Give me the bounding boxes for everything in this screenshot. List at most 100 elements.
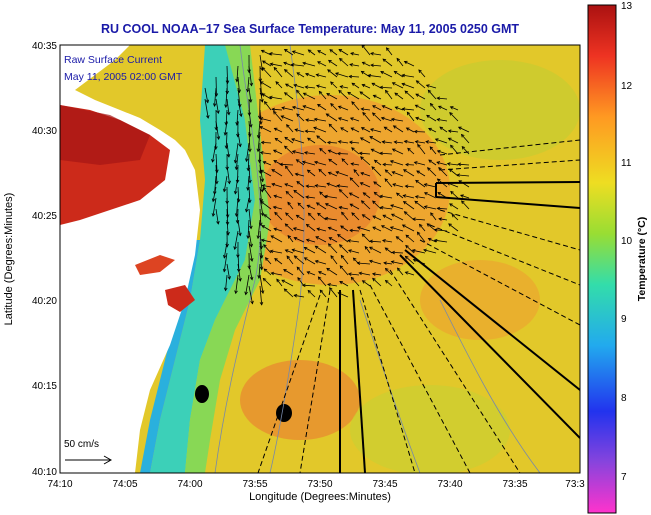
current-arrow (259, 285, 263, 305)
current-arrow (316, 228, 327, 232)
current-arrow-head (287, 234, 292, 239)
current-arrow-head (389, 226, 394, 230)
current-arrow-head (290, 63, 295, 67)
current-arrow (262, 185, 272, 188)
current-arrow (380, 195, 393, 199)
current-arrow (307, 290, 316, 298)
current-arrow-head (447, 129, 452, 133)
depth-contour-2 (269, 45, 305, 473)
current-arrow (273, 195, 283, 199)
current-arrow-head (216, 136, 221, 141)
current-arrow-head (384, 247, 389, 251)
current-arrow (372, 112, 382, 122)
current-arrow-head (315, 73, 320, 77)
current-arrow (319, 148, 327, 155)
current-arrow-head (274, 257, 278, 262)
current-arrow (402, 74, 415, 78)
current-arrow (362, 112, 371, 122)
current-arrow-head (283, 145, 288, 150)
current-arrow (317, 50, 327, 56)
figure-title: RU COOL NOAA−17 Sea Surface Temperature:… (100, 22, 520, 36)
current-arrow-head (426, 167, 431, 171)
current-arrow-head (380, 225, 385, 229)
current-arrow (305, 196, 316, 199)
current-arrow (263, 278, 272, 287)
current-arrow-head (286, 255, 291, 260)
current-arrow (329, 49, 338, 56)
current-arrow-head (426, 223, 431, 227)
current-arrow-head (307, 137, 311, 141)
current-arrow-head (317, 212, 321, 217)
current-arrow-head (372, 215, 377, 219)
current-arrow-head (324, 216, 329, 221)
current-arrow-head (249, 276, 254, 281)
current-arrow (383, 164, 393, 166)
current-arrow-head (382, 58, 387, 62)
current-arrow (270, 63, 283, 67)
current-arrow (447, 163, 459, 166)
current-arrow-head (211, 158, 215, 163)
current-arrow (305, 130, 316, 133)
current-arrow (328, 149, 338, 155)
current-arrow (412, 218, 426, 221)
current-arrow (404, 211, 415, 221)
radar-footprint-lines (257, 139, 580, 473)
current-arrow-head (260, 238, 265, 243)
legend-current-time: May 11, 2005 02:00 GMT (64, 71, 183, 83)
current-arrow-head (263, 268, 268, 272)
current-arrow (362, 84, 371, 89)
current-arrow-head (359, 137, 364, 141)
y-tick-2: 40:25 (32, 211, 57, 222)
current-arrow (315, 185, 327, 188)
current-arrow-head (293, 189, 297, 194)
current-arrow-head (389, 160, 394, 164)
current-arrow-head (415, 179, 419, 184)
current-arrow (293, 227, 305, 232)
current-arrow (348, 273, 360, 276)
current-arrow-head (328, 237, 333, 241)
current-arrow (427, 167, 437, 177)
current-arrow-head (413, 161, 418, 165)
current-arrow (215, 76, 217, 97)
current-arrow (237, 98, 242, 117)
current-arrow (361, 108, 371, 111)
current-arrow-head (271, 107, 275, 112)
current-arrow-head (383, 126, 388, 130)
current-arrow (304, 257, 316, 265)
current-arrow (382, 214, 393, 221)
current-arrow (428, 90, 437, 100)
current-arrow-head (248, 99, 253, 103)
current-arrow-head (262, 161, 267, 165)
current-arrow (307, 271, 316, 276)
current-arrow (374, 191, 382, 199)
scale-arrow-label: 50 cm/s (64, 439, 99, 450)
current-arrow-head (316, 227, 321, 231)
current-arrow (391, 213, 404, 221)
current-arrow-head (295, 214, 300, 219)
current-arrow-head (273, 110, 277, 115)
current-arrow-head (361, 280, 366, 284)
current-arrow (259, 164, 264, 182)
current-arrow (315, 260, 327, 265)
current-arrow-head (371, 82, 376, 87)
current-arrow (248, 186, 251, 203)
current-arrow-head (327, 243, 332, 247)
current-arrow-head (211, 198, 216, 203)
current-arrow-head (212, 103, 217, 107)
current-arrow (335, 72, 349, 78)
current-arrow (450, 191, 459, 199)
current-arrow-head (340, 225, 344, 229)
current-arrow (448, 130, 459, 133)
coastal-transition (185, 45, 270, 473)
current-arrow-head (233, 246, 237, 250)
current-arrow (270, 235, 283, 243)
current-arrow-head (306, 169, 311, 174)
current-arrow-head (381, 105, 386, 109)
current-arrow (259, 76, 263, 96)
current-arrow (372, 278, 382, 287)
dash-line-5 (419, 239, 580, 326)
current-arrow (265, 257, 272, 265)
current-arrow (351, 147, 360, 155)
current-arrow-head (390, 117, 395, 122)
shrewsbury-river (165, 285, 195, 312)
